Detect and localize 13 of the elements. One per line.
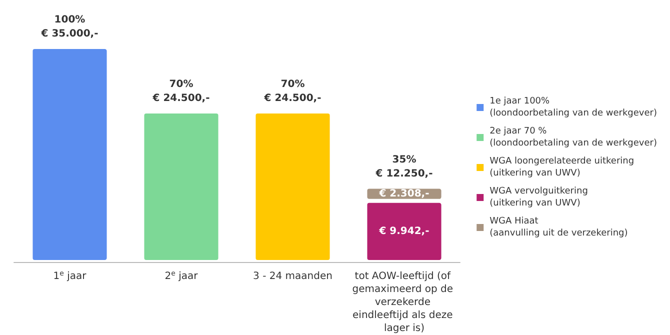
- data-label: € 9.942,-: [378, 226, 430, 237]
- total-label: 35% € 12.250,-: [374, 154, 433, 180]
- legend-label: WGA Hiaat (aanvulling uit de verzekering): [490, 216, 628, 238]
- total-label: 100% € 35.000,-: [40, 14, 98, 40]
- legend-label: 1e jaar 100% (loondoorbetaling van de werkgever): [490, 96, 658, 118]
- legend-label: WGA vervolguitkering (uitkering van UWV): [490, 186, 588, 208]
- x-tick-label: 3 - 24 maanden: [253, 271, 332, 282]
- legend-label: WGA loongerelateerde uitkering (uitkering van UWV): [490, 156, 634, 178]
- data-label: € 2.308,-: [378, 188, 430, 200]
- total-label: 70% € 24.500,-: [263, 79, 322, 104]
- total-label: 70% € 24.500,-: [152, 79, 210, 104]
- x-tick-label: tot AOW-leeftijd (of gemaximeerd op de verzekerde eindleeftijd als deze lager is): [352, 271, 456, 334]
- legend-label: 2e jaar 70 % (loondoorbetaling van de werkgever): [490, 126, 658, 148]
